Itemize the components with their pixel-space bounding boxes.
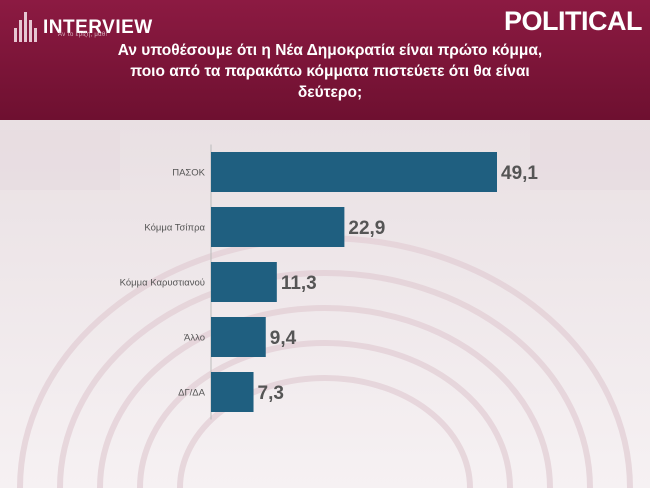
question-line: δεύτερο; <box>297 84 363 101</box>
bar-chart: ΠΑΣΟΚ 49,1 Κόμμα Τσίπρα 22,9 Κόμμα Καρυστιαν… <box>120 144 538 420</box>
question-line: ποιο από τα παρακάτω κόμματα πιστεύετε ό… <box>130 63 530 80</box>
value-label: 49,1 <box>501 163 538 184</box>
category-label: ΔΓ/ΔΑ <box>178 388 206 399</box>
bar <box>211 317 266 357</box>
interview-logo: INTERVIEW <box>14 10 153 44</box>
question-line: Αν υποθέσουμε ότι η Νέα Δημοκρατία είναι… <box>117 42 543 59</box>
bar <box>211 262 277 302</box>
bar <box>211 152 497 192</box>
category-label: Κόμμα Τσίπρα <box>144 223 205 234</box>
value-label: 22,9 <box>348 218 385 239</box>
political-brand: POLITICAL <box>504 6 643 36</box>
header-banner: INTERVIEW Αν το ερίζη, μαθ! POLITICAL Αν… <box>0 0 650 120</box>
chart-question: Αν υποθέσουμε ότι η Νέα Δημοκρατία είναι… <box>40 40 620 103</box>
logo-text: INTERVIEW <box>43 16 153 38</box>
bar <box>211 207 345 247</box>
value-label: 9,4 <box>270 328 297 349</box>
logo-bars-icon <box>14 12 37 42</box>
category-label: Άλλο <box>184 333 205 344</box>
bar <box>211 372 254 412</box>
logo-tagline: Αν το ερίζη, μαθ! <box>58 32 108 38</box>
category-label: Κόμμα Καρυστιανού <box>120 278 205 289</box>
value-label: 7,3 <box>258 383 284 404</box>
value-label: 11,3 <box>281 273 317 294</box>
category-label: ΠΑΣΟΚ <box>172 168 205 179</box>
